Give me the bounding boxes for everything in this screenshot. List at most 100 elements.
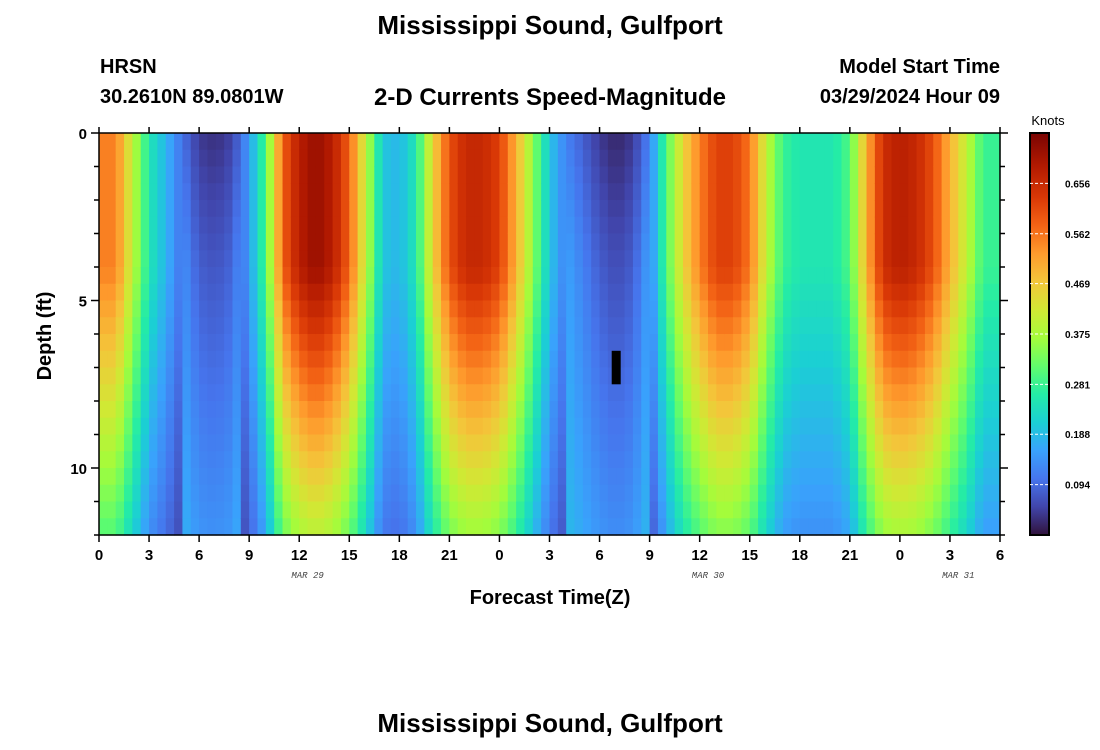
heatmap-cell: [257, 216, 267, 235]
heatmap-cell: [374, 200, 384, 218]
heatmap-cell: [699, 216, 709, 235]
heatmap-cell: [307, 250, 317, 268]
heatmap-cell: [441, 149, 450, 168]
heatmap-cell: [849, 233, 859, 251]
heatmap-cell: [299, 200, 309, 218]
heatmap-cell: [858, 267, 868, 285]
heatmap-cell: [958, 501, 968, 519]
heatmap-cell: [933, 267, 943, 285]
heatmap-cell: [849, 250, 859, 268]
heatmap-cell: [908, 216, 918, 235]
heatmap-cell: [974, 250, 984, 268]
heatmap-cell: [516, 183, 526, 201]
heatmap-cell: [215, 401, 225, 419]
heatmap-cell: [849, 216, 859, 235]
heatmap-cell: [599, 283, 609, 302]
heatmap-cell: [974, 300, 984, 318]
heatmap-cell: [816, 149, 826, 168]
heatmap-cell: [274, 451, 284, 469]
heatmap-cell: [432, 216, 442, 235]
heatmap-cell: [299, 317, 309, 335]
heatmap-cell: [849, 518, 859, 536]
heatmap-cell: [674, 501, 684, 519]
colorbar-unit-label: Knots: [1031, 113, 1065, 128]
heatmap-cell: [157, 434, 167, 452]
heatmap-cell: [791, 434, 801, 452]
heatmap-cell: [449, 384, 459, 402]
heatmap-cell: [607, 133, 617, 151]
heatmap-cell: [507, 149, 517, 168]
heatmap-cell: [666, 233, 676, 251]
heatmap-cell: [290, 417, 300, 436]
heatmap-cell: [349, 133, 359, 151]
heatmap-cell: [532, 501, 542, 519]
heatmap-cell: [624, 401, 634, 419]
heatmap-cell: [916, 384, 926, 402]
heatmap-cell: [324, 417, 334, 436]
heatmap-cell: [449, 183, 459, 201]
heatmap-cell: [983, 401, 993, 419]
heatmap-cell: [632, 334, 642, 352]
heatmap-cell: [290, 367, 300, 385]
heatmap-cell: [274, 417, 284, 436]
heatmap-cell: [774, 133, 784, 151]
heatmap-cell: [165, 451, 175, 469]
heatmap-cell: [791, 200, 801, 218]
heatmap-cell: [824, 200, 834, 218]
heatmap-cell: [566, 350, 576, 369]
heatmap-cell: [165, 149, 175, 168]
heatmap-cell: [708, 434, 717, 452]
heatmap-cell: [983, 250, 993, 268]
heatmap-cell: [432, 334, 442, 352]
heatmap-cell: [607, 183, 617, 201]
heatmap-cell: [616, 233, 626, 251]
heatmap-cell: [916, 283, 926, 302]
heatmap-cell: [382, 283, 392, 302]
heatmap-cell: [891, 166, 901, 184]
heatmap-cell: [899, 518, 909, 536]
heatmap-cell: [482, 283, 492, 302]
heatmap-cell: [616, 484, 626, 503]
heatmap-cell: [874, 233, 884, 251]
heatmap-cell: [249, 317, 259, 335]
heatmap-cell: [424, 133, 434, 151]
heatmap-cell: [215, 451, 225, 469]
heatmap-cell: [240, 267, 250, 285]
heatmap-cell: [457, 149, 467, 168]
heatmap-cell: [816, 283, 826, 302]
heatmap-cell: [582, 300, 592, 318]
heatmap-cell: [115, 149, 125, 168]
heatmap-cell: [591, 317, 601, 335]
heatmap-cell: [257, 317, 267, 335]
heatmap-cell: [365, 317, 375, 335]
heatmap-cell: [140, 468, 150, 486]
heatmap-cell: [908, 166, 918, 184]
heatmap-cell: [207, 434, 217, 452]
heatmap-cell: [624, 518, 634, 536]
heatmap-cell: [657, 434, 667, 452]
heatmap-cell: [416, 350, 425, 369]
date-labels: MAR 29 MAR 30 MAR 31: [291, 571, 974, 581]
heatmap-cell: [632, 518, 642, 536]
heatmap-cell: [708, 133, 717, 151]
heatmap-cell: [991, 451, 1001, 469]
heatmap-cell: [991, 166, 1001, 184]
heatmap-cell: [365, 267, 375, 285]
heatmap-cell: [282, 283, 292, 302]
heatmap-cell: [824, 401, 834, 419]
heatmap-cell: [416, 401, 425, 419]
heatmap-cell: [265, 149, 275, 168]
heatmap-cell: [724, 367, 734, 385]
heatmap-cell: [557, 518, 567, 536]
heatmap-cell: [774, 417, 784, 436]
heatmap-cell: [674, 434, 684, 452]
heatmap-cell: [591, 384, 601, 402]
heatmap-cell: [733, 216, 742, 235]
heatmap-cell: [457, 518, 467, 536]
heatmap-cell: [290, 300, 300, 318]
heatmap-cell: [691, 401, 701, 419]
heatmap-cell: [441, 300, 450, 318]
heatmap-cell: [724, 384, 734, 402]
heatmap-cell: [115, 401, 125, 419]
